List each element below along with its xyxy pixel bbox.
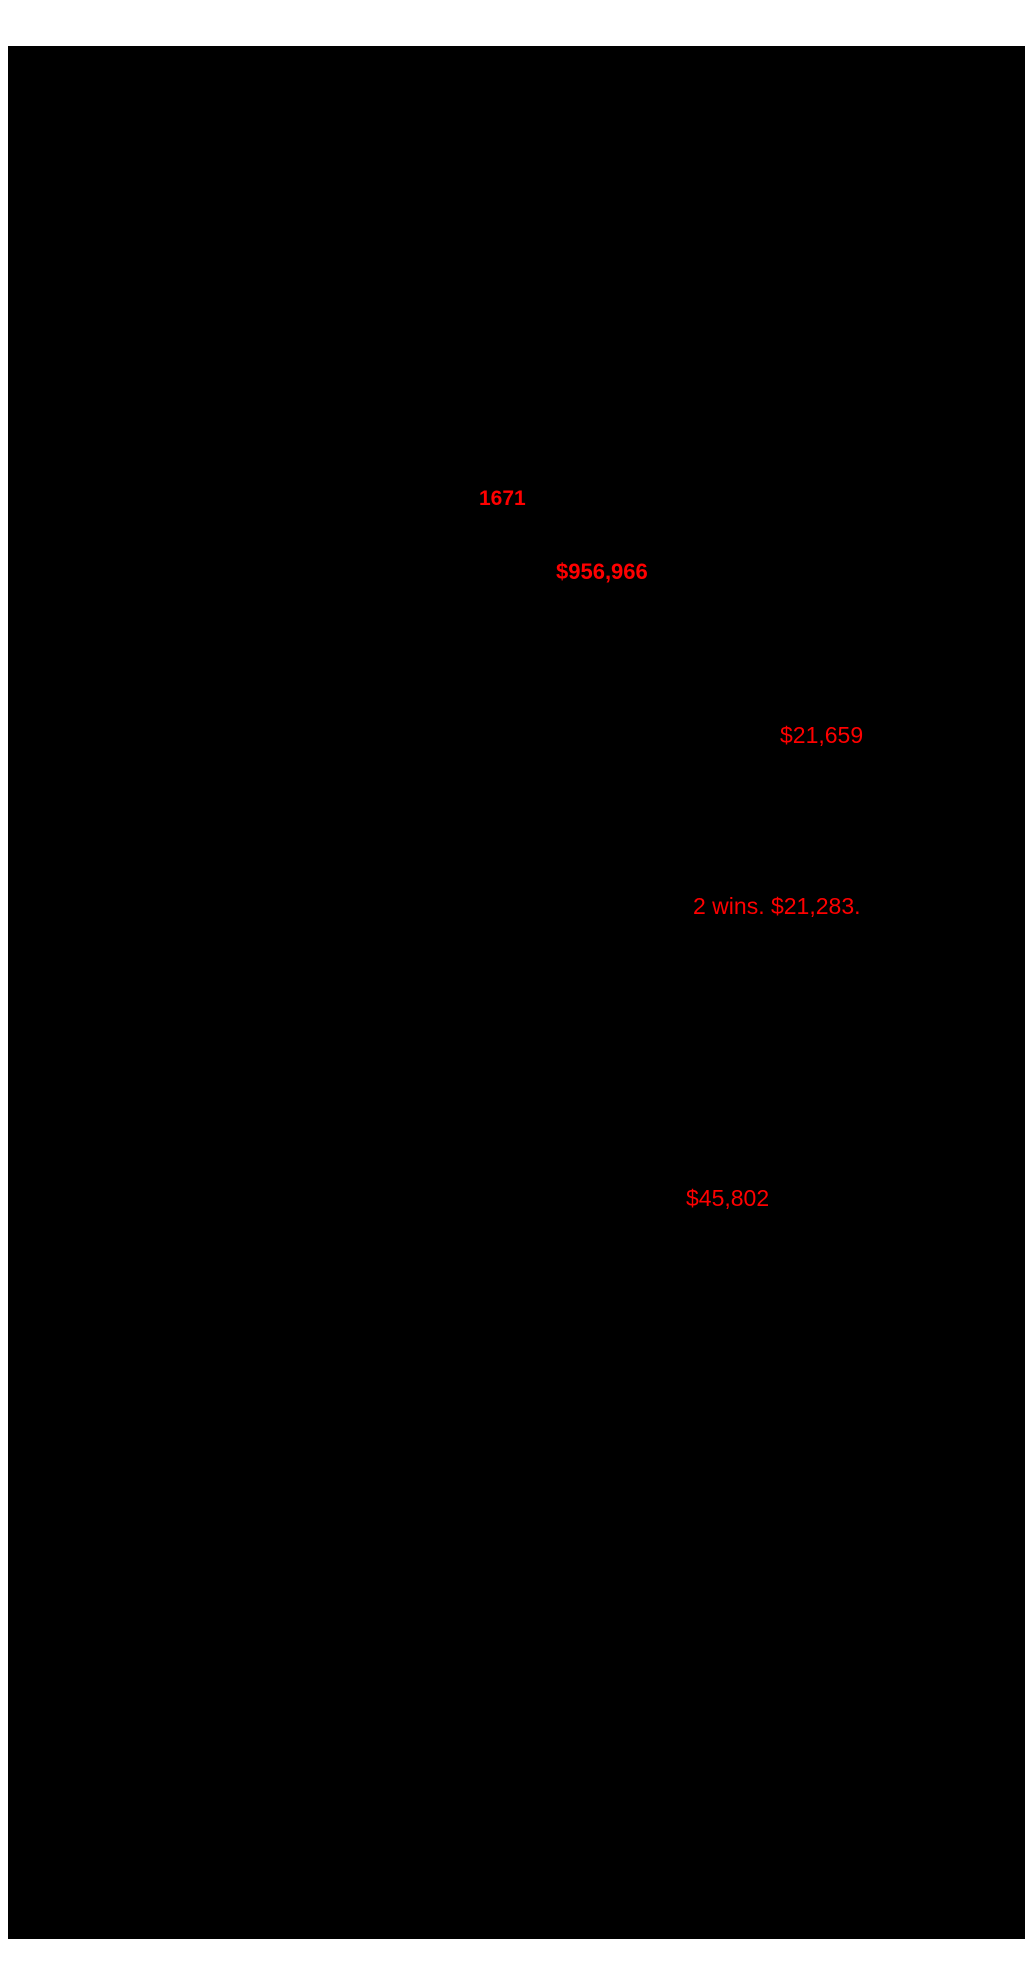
highlight-earnings-21659: $21,659 xyxy=(780,722,864,748)
black-content-area: 1671 $956,966 $21,659 2 wins. $21,283. $… xyxy=(8,46,1025,1939)
highlight-earnings-45802: $45,802 xyxy=(686,1185,770,1211)
highlight-count-1671: 1671 xyxy=(479,487,526,510)
highlight-wins-21283: 2 wins. $21,283. xyxy=(693,893,861,919)
highlight-earnings-956966: $956,966 xyxy=(556,559,648,584)
